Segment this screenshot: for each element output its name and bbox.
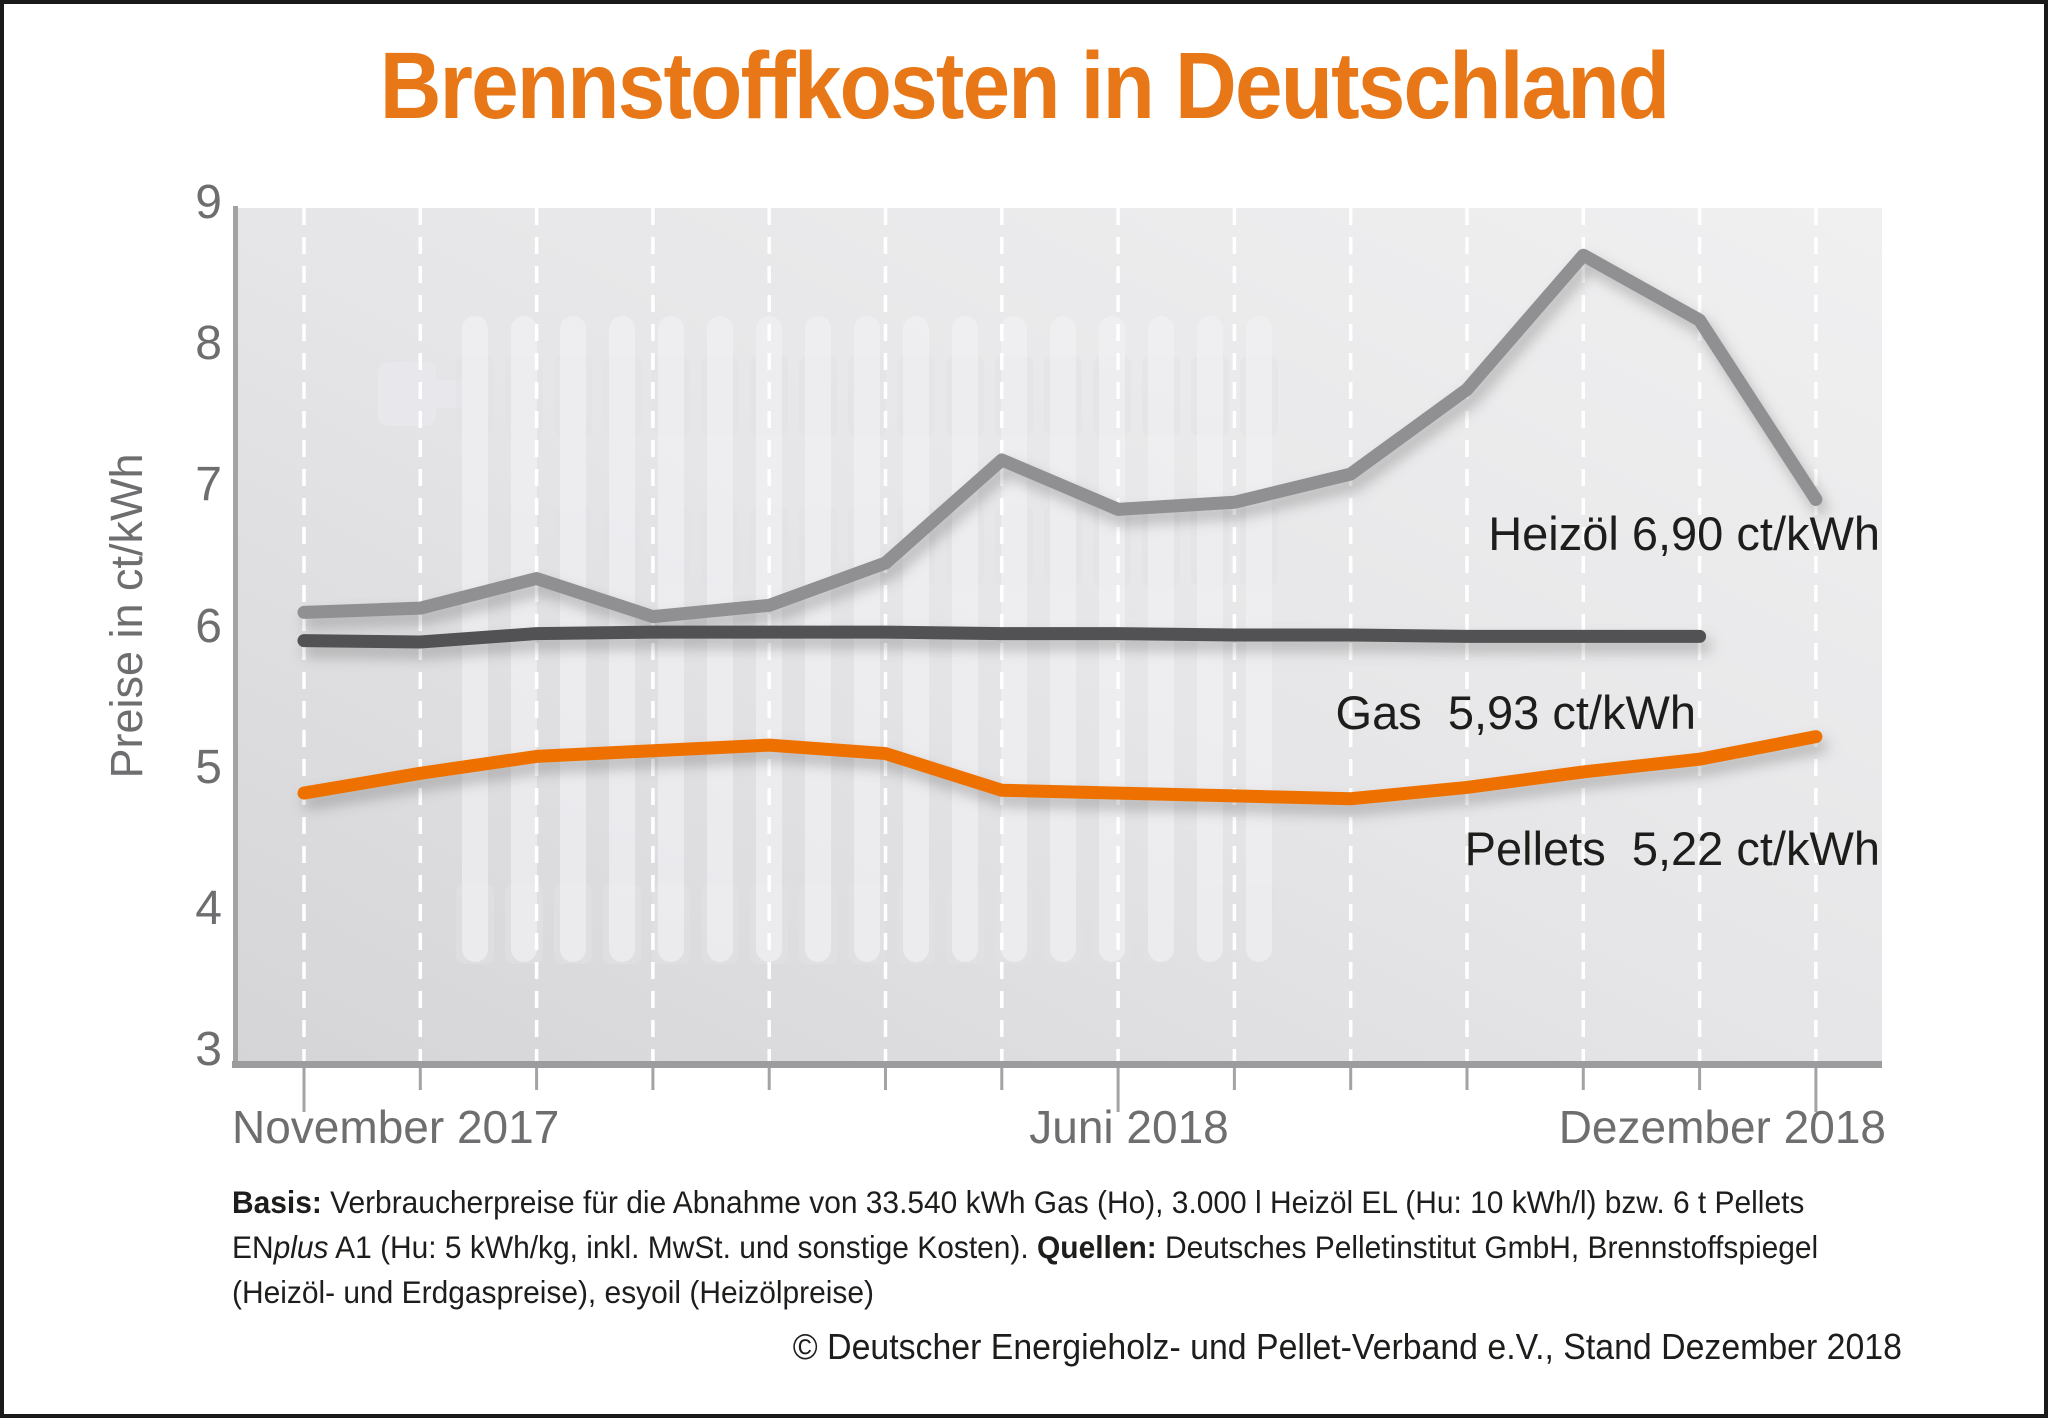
y-tick-label-7: 7	[195, 458, 222, 512]
gas-series-label: Gas 5,93 ct/kWh	[1335, 686, 1696, 739]
heizoel-line	[297, 248, 1823, 624]
chart-title: Brennstoffkosten in Deutschland	[379, 33, 1670, 139]
radiator-valve-icon	[378, 362, 436, 426]
footnote-line2b: Deutsches Pelletinstitut GmbH, Brennstof…	[1156, 1229, 1819, 1265]
pellets-series-label: Pellets 5,22 ct/kWh	[1464, 822, 1880, 875]
price-chart	[232, 206, 1882, 1112]
enplus-plus: plus	[273, 1229, 329, 1265]
x-label-juni-2018: Juni 2018	[1029, 1101, 1229, 1153]
footnote-line2: A1 (Hu: 5 kWh/kg, inkl. MwSt. und sonsti…	[328, 1229, 1038, 1265]
footnote-line3: (Heizöl- und Erdgaspreise), esyoil (Heiz…	[232, 1274, 874, 1310]
y-tick-label-3: 3	[195, 1023, 222, 1077]
radiator-fin	[658, 316, 684, 962]
pellets-line	[297, 730, 1823, 806]
y-tick-label-4: 4	[195, 881, 222, 935]
y-tick-label-9: 9	[195, 176, 222, 229]
x-label-dezember-2018: Dezember 2018	[1558, 1101, 1886, 1153]
footnote: Basis: Verbraucherpreise für die Abnahme…	[232, 1180, 1818, 1315]
heizoel-series-label: Heizöl 6,90 ct/kWh	[1488, 507, 1880, 560]
radiator-fin	[805, 316, 831, 962]
footnote-line1: Verbraucherpreise für die Abnahme von 33…	[321, 1184, 1805, 1220]
radiator-fin	[756, 316, 782, 962]
y-tick-label-8: 8	[195, 317, 222, 371]
radiator-fin	[854, 316, 880, 962]
basis-label: Basis:	[232, 1184, 322, 1220]
enplus-en: EN	[232, 1229, 274, 1265]
radiator-fin	[707, 316, 733, 962]
copyright: © Deutscher Energieholz- und Pellet-Verb…	[792, 1326, 1902, 1367]
quellen-label: Quellen:	[1037, 1229, 1157, 1265]
x-label-november-2017: November 2017	[232, 1101, 560, 1153]
y-tick-label-5: 5	[195, 740, 222, 794]
gas-line	[297, 625, 1707, 649]
y-tick-label-6: 6	[195, 599, 222, 653]
